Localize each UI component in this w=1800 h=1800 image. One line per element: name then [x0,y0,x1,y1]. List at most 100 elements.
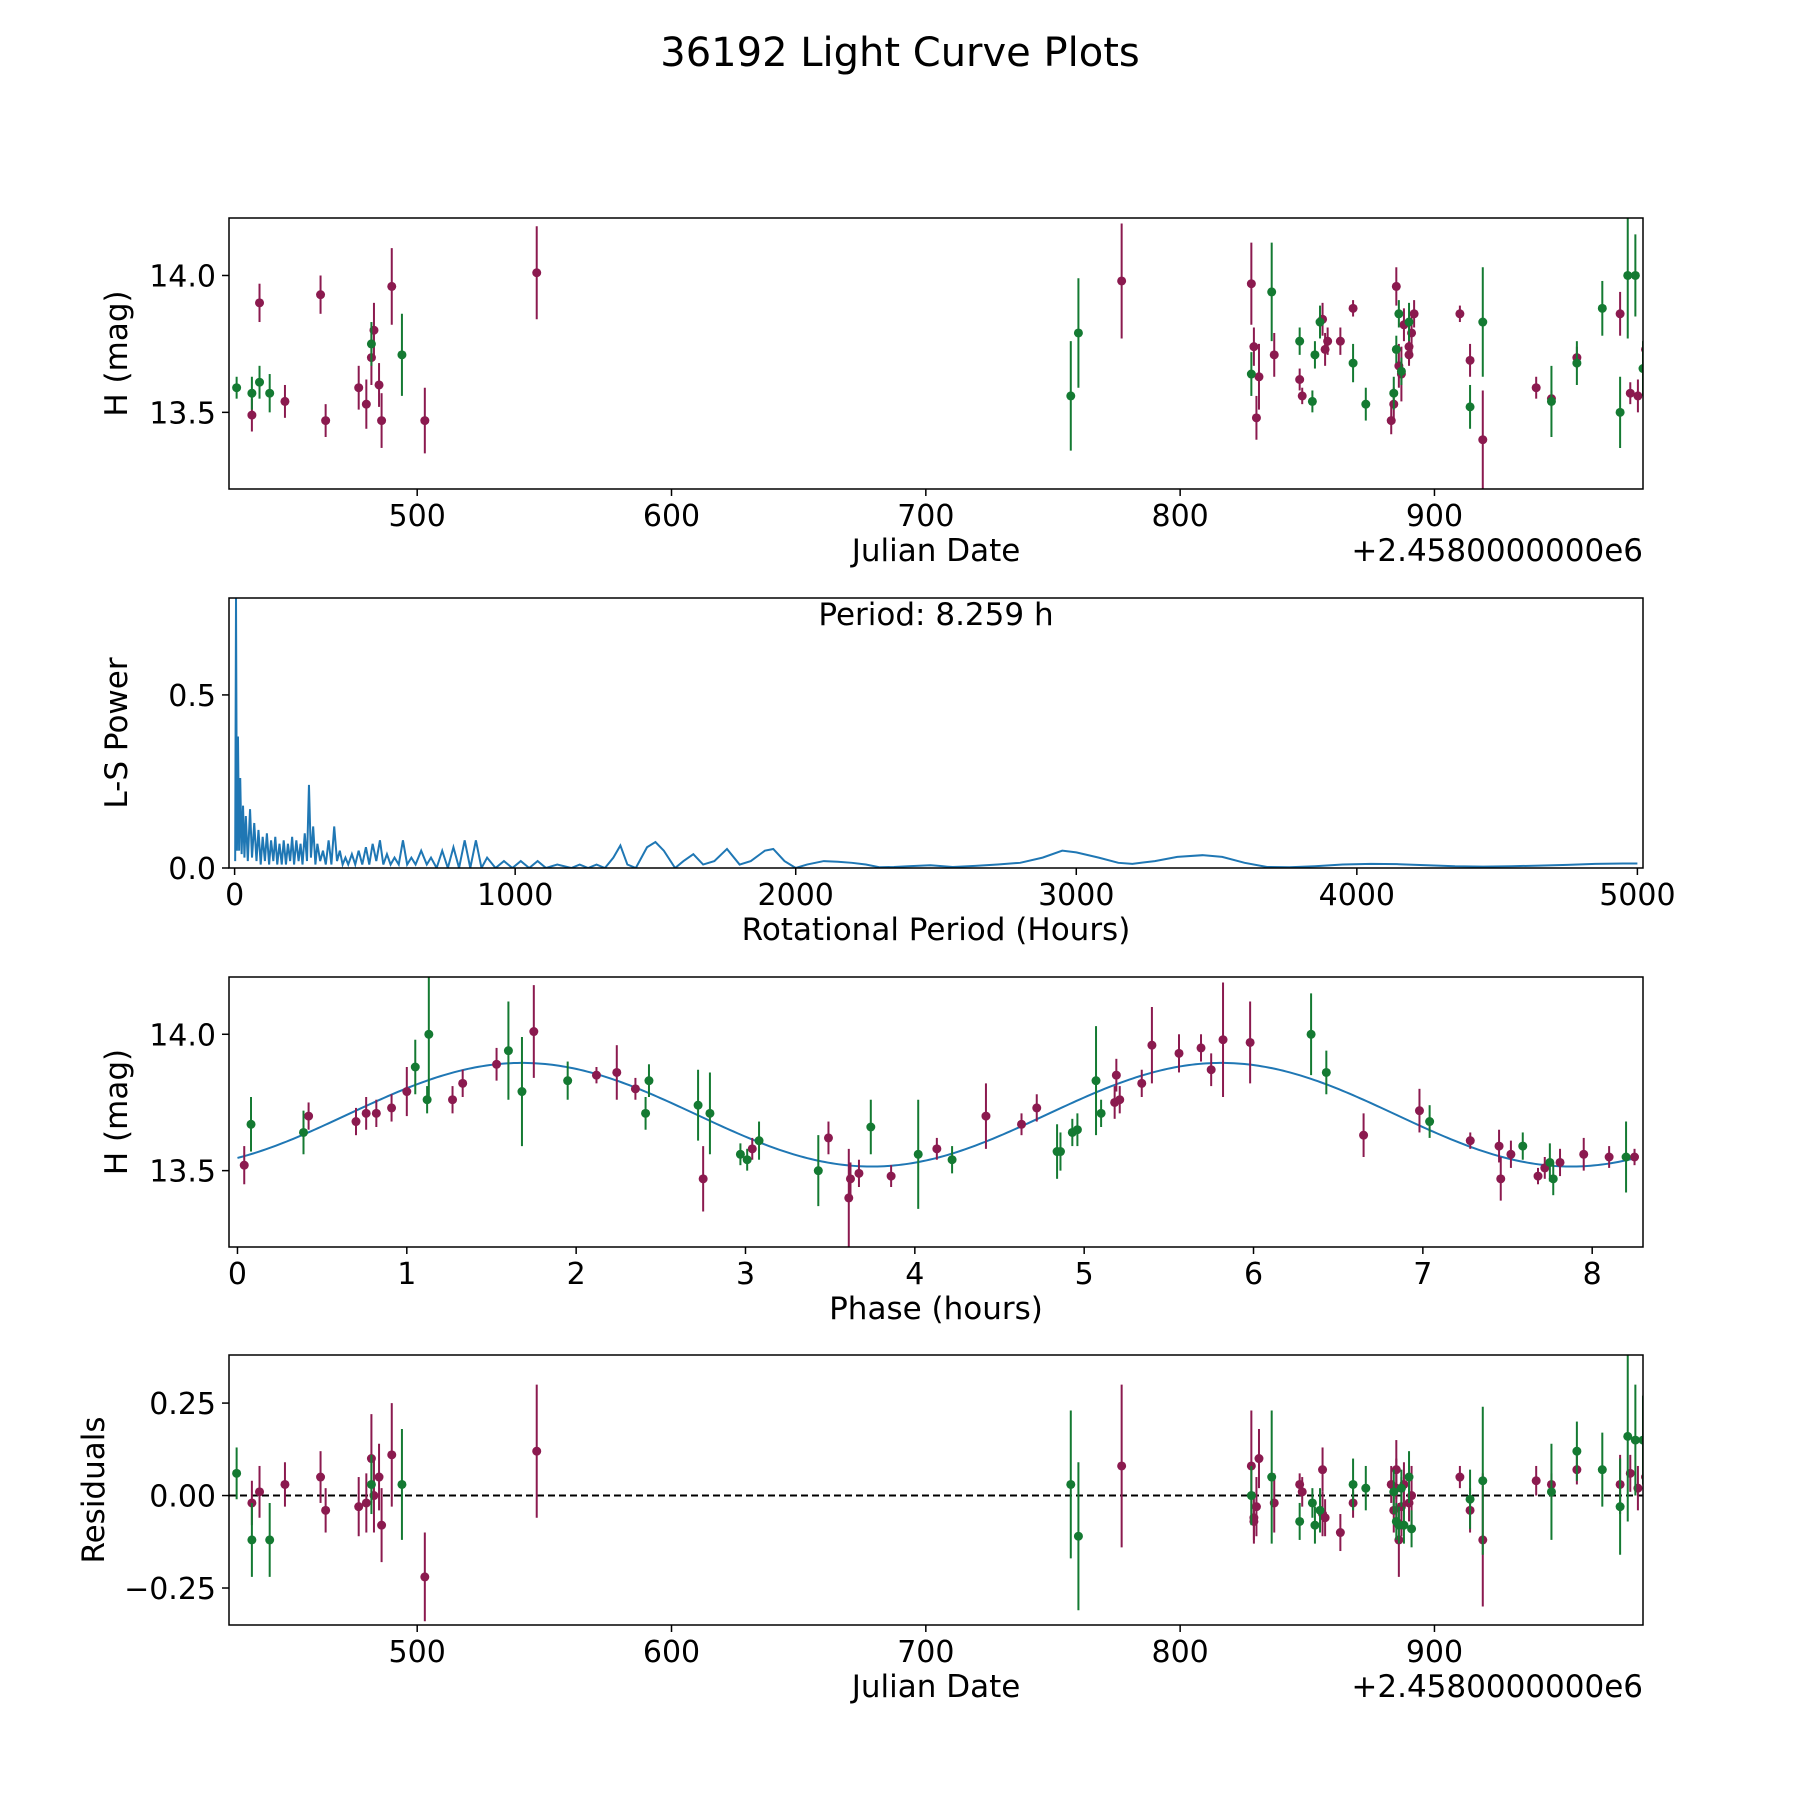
x-offset-label: +2.4580000000e6 [1351,1669,1643,1705]
data-point-green [1623,1355,1633,1522]
data-marker [1414,1106,1424,1116]
periodogram-line [234,598,1638,868]
data-point-maroon [1320,1499,1330,1537]
data-marker [1267,1472,1277,1482]
data-marker [563,1076,573,1086]
data-point-maroon [591,1067,601,1084]
data-point-maroon [1506,1140,1516,1168]
data-marker [1245,1037,1255,1047]
x-tick-label: 7 [1413,1257,1432,1292]
data-marker [1147,1040,1157,1050]
data-marker [1407,1524,1417,1534]
data-point-maroon [280,1462,290,1507]
data-marker [247,410,257,420]
data-marker [377,416,387,426]
data-marker [1072,1125,1082,1135]
data-point-maroon [1533,1167,1543,1185]
data-marker [1545,1157,1555,1167]
data-marker [1295,375,1305,385]
data-point-green [1465,1469,1475,1529]
data-point-green [1391,335,1401,364]
data-marker [641,1108,651,1118]
x-tick-label: 800 [1152,499,1209,534]
data-marker [1117,1461,1127,1471]
data-point-green [410,1039,420,1095]
data-marker [1246,369,1256,379]
data-marker [1307,396,1317,406]
data-point-green [1572,341,1582,385]
data-point-green [1096,1099,1106,1127]
data-point-maroon [1630,1148,1640,1166]
data-point-green [1306,993,1316,1076]
data-marker [1137,1078,1147,1088]
data-point-green [1621,1121,1631,1193]
data-point-maroon [239,1146,249,1185]
data-marker [424,1029,434,1039]
x-tick-label: 700 [897,499,954,534]
data-marker [1478,1476,1488,1486]
data-marker [747,1144,757,1154]
data-point-maroon [448,1086,458,1114]
data-point-maroon [1335,1514,1345,1552]
data-marker [1267,287,1277,297]
data-marker [316,290,326,300]
data-marker [529,1027,539,1037]
data-marker [316,1472,326,1482]
data-marker [420,416,430,426]
data-marker [932,1144,942,1154]
data-marker [1623,1431,1633,1441]
data-marker [304,1111,314,1121]
data-point-maroon [698,1146,708,1212]
data-marker [1572,1446,1582,1456]
data-marker [1391,344,1401,354]
data-point-green [1630,234,1640,317]
data-point-green [232,1447,242,1500]
data-point-green [1630,1384,1640,1496]
data-marker [387,281,397,291]
data-marker [410,1062,420,1072]
data-point-maroon [844,1148,854,1247]
data-point-green [1066,341,1076,451]
data-marker [321,1505,331,1515]
data-point-green [913,1099,923,1209]
data-point-green [1389,376,1399,410]
data-marker [1478,317,1488,327]
data-marker [361,1498,371,1508]
phased-data-layer [237,977,1640,1247]
data-point-green [1518,1132,1528,1160]
data-marker [321,416,331,426]
x-tick-label: 900 [1406,499,1463,534]
data-point-green [947,1146,957,1174]
data-marker [1455,1472,1465,1482]
lightcurve-data-layer [232,218,1643,489]
data-point-maroon [1206,1053,1216,1087]
x-tick-label: 2000 [758,878,834,913]
x-offset-label: +2.4580000000e6 [1351,533,1643,569]
data-marker [644,1076,654,1086]
data-marker [239,1160,249,1170]
x-tick-label: 2 [567,1257,586,1292]
data-point-maroon [1137,1069,1147,1097]
data-marker [1518,1141,1528,1151]
data-point-green [1425,1105,1435,1138]
x-tick-label: 5000 [1599,878,1675,913]
data-point-maroon [1251,395,1261,440]
data-marker [1638,364,1643,374]
data-marker [1604,1152,1614,1162]
data-point-maroon [1359,1113,1369,1157]
data-point-maroon [420,387,430,454]
data-point-maroon [374,363,384,407]
data-point-maroon [1246,242,1256,325]
data-point-green [247,1502,257,1577]
data-point-green [813,1135,823,1207]
y-axis-label: H (mag) [99,1049,135,1175]
phased-axes-frame [228,976,1644,1248]
data-marker [1174,1048,1184,1058]
data-marker [1321,1067,1331,1077]
data-marker [1091,1076,1101,1086]
data-marker [1579,1149,1589,1159]
data-marker [1249,342,1259,352]
data-point-green [641,1097,651,1130]
data-point-maroon [321,404,331,437]
data-marker [1348,1479,1358,1489]
